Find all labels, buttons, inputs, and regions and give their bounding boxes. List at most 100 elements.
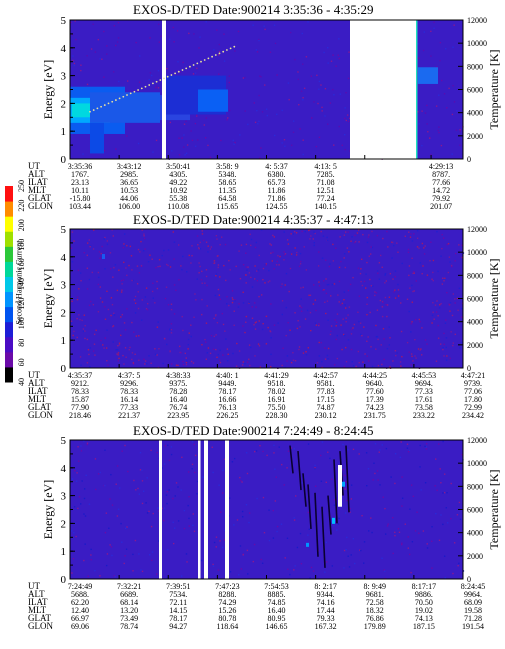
row-value-glon: 221.37: [118, 411, 140, 420]
heatmap-cell: [83, 251, 86, 254]
heatmap-cell: [251, 317, 254, 319]
heatmap-cell: [70, 320, 73, 322]
heatmap-cell: [293, 231, 296, 233]
heatmap-cell: [441, 283, 444, 285]
heatmap-cell: [411, 284, 413, 287]
heatmap-cell: [385, 447, 388, 450]
heatmap-cell: [309, 311, 312, 314]
heatmap-cell: [366, 313, 368, 316]
row-label-glon: GLON: [28, 410, 53, 420]
row-value-ut: 4:35:37: [68, 371, 92, 380]
heatmap-cell: [318, 285, 321, 287]
heatmap-cell: [299, 305, 301, 307]
heatmap-cell: [458, 533, 461, 535]
heatmap-cell: [226, 119, 228, 121]
heatmap-cell: [139, 451, 142, 454]
heatmap-cell: [275, 264, 278, 266]
heatmap-cell: [392, 360, 394, 362]
heatmap-cell: [442, 277, 444, 279]
heatmap-cell: [360, 268, 362, 270]
heatmap-cell: [226, 348, 229, 350]
heatmap-cell: [314, 232, 316, 235]
heatmap-cell: [138, 359, 140, 361]
heatmap-cell: [349, 150, 351, 152]
row-value-mlt: 17.15: [317, 395, 335, 404]
heatmap-cell: [440, 514, 442, 516]
heatmap-cell: [310, 75, 313, 77]
heatmap-cell: [103, 238, 105, 240]
heatmap-cell: [276, 113, 278, 116]
heatmap-cell: [253, 324, 255, 326]
heatmap-cell: [418, 318, 420, 321]
row-value-ilat: 70.50: [415, 598, 433, 607]
row-label-glat: GLAT: [28, 613, 51, 623]
heatmap-cell: [240, 480, 242, 482]
heatmap-cell: [283, 251, 285, 253]
heatmap-cell: [172, 497, 174, 500]
heatmap-cell: [76, 296, 79, 298]
heatmap-cell: [289, 329, 291, 331]
heatmap-cell: [344, 117, 346, 120]
heatmap-cell: [335, 65, 337, 67]
heatmap-cell: [157, 265, 159, 268]
heatmap-cell: [397, 289, 400, 291]
heatmap-cell: [336, 357, 339, 360]
heatmap-cell: [80, 272, 82, 274]
heatmap-cell: [160, 35, 162, 37]
heatmap-cell: [345, 481, 347, 483]
heatmap-cell: [140, 569, 142, 571]
heatmap-cell: [420, 354, 423, 356]
heatmap-cell: [120, 316, 122, 318]
row-value-alt: 7285.: [317, 170, 335, 179]
heatmap-cell: [326, 300, 329, 302]
temperature-point: [200, 60, 202, 63]
heatmap-cell: [84, 324, 86, 327]
heatmap-cell: [237, 306, 240, 308]
heatmap-cell: [455, 252, 457, 255]
row-label-alt: ALT: [28, 378, 45, 388]
heatmap-cell: [292, 352, 294, 354]
heatmap-cell: [313, 231, 315, 233]
row-value-ut: 4:42:57: [313, 371, 337, 380]
heatmap-cell: [90, 300, 92, 303]
heatmap-cell: [434, 485, 436, 487]
heatmap-cell: [170, 453, 173, 456]
heatmap-cell: [126, 244, 128, 247]
heatmap-cell: [449, 310, 451, 312]
heatmap-cell: [382, 301, 384, 304]
heatmap-cell: [274, 468, 276, 470]
heatmap-cell: [305, 269, 308, 271]
panel-2-title: EXOS-D/TED Date:900214 4:35:37 - 4:47:13: [133, 212, 374, 227]
heatmap-cell: [445, 507, 448, 509]
heatmap-cell: [337, 54, 339, 56]
row-value-mlt: 18.32: [366, 606, 384, 615]
heatmap-cell: [451, 153, 453, 155]
heatmap-cell: [218, 294, 221, 296]
heatmap-cell: [406, 447, 409, 449]
heatmap-cell: [400, 302, 402, 304]
heatmap-cell: [321, 360, 323, 363]
heatmap-cell: [256, 51, 259, 53]
heatmap-cell: [246, 361, 249, 363]
heatmap-cell: [190, 335, 192, 338]
temperature-point: [100, 105, 102, 108]
heatmap-cell: [410, 353, 413, 355]
row-value-glon: 187.15: [413, 622, 435, 631]
heatmap-cell: [259, 75, 261, 77]
heatmap-cell: [413, 272, 415, 274]
heatmap-cell: [233, 324, 235, 326]
row-value-alt: 2985.: [120, 170, 138, 179]
row-value-mlt: 16.40: [268, 606, 286, 615]
row-value-ut: 4:45:53: [412, 371, 436, 380]
y-axis-label: Energy [eV]: [41, 60, 55, 119]
heatmap-cell: [163, 507, 166, 509]
heatmap-cell: [123, 261, 125, 264]
heatmap-cell: [217, 264, 220, 266]
heatmap-cell: [196, 278, 198, 280]
heatmap-cell: [258, 254, 260, 257]
heatmap-cell: [215, 275, 217, 277]
heatmap-cell: [106, 243, 109, 246]
heatmap-cell: [84, 543, 86, 545]
heatmap-cell: [186, 561, 188, 563]
